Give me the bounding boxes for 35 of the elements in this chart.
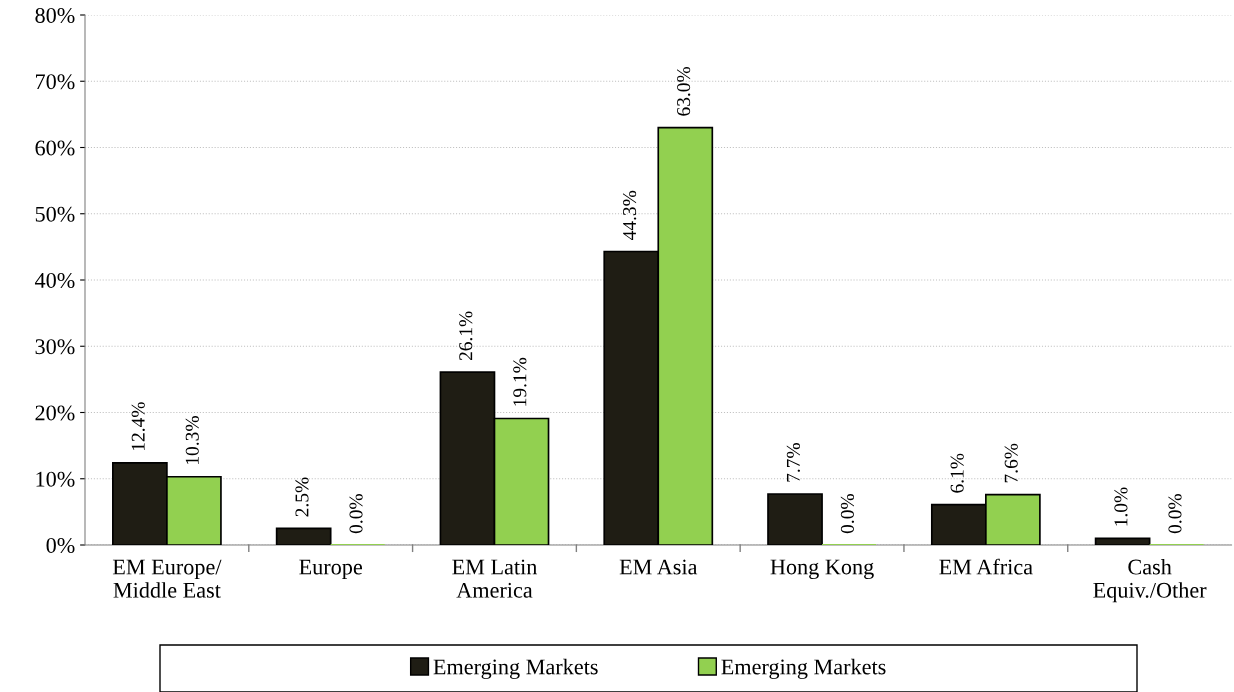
x-tick-label: Cash Equiv./Other	[1093, 558, 1207, 603]
bar	[275, 527, 332, 545]
y-tick-label: 70%	[36, 74, 75, 90]
x-tick-label: EM Asia	[619, 559, 698, 575]
data-label: 26.1%	[459, 311, 473, 361]
legend-label: Emerging Markets	[433, 658, 598, 680]
data-label: 12.4%	[131, 402, 145, 451]
x-tick-label: EM Latin America	[452, 559, 538, 598]
data-label: 44.3%	[622, 190, 637, 241]
data-label: 0.0%	[840, 494, 855, 534]
data-label: 0.0%	[1168, 494, 1182, 534]
y-tick-label: 50%	[35, 206, 75, 222]
x-tick-label: EM Europe/ Middle East	[112, 559, 222, 598]
legend-label: Emerging Markets	[721, 658, 886, 680]
y-tick-label: 40%	[34, 272, 75, 288]
x-tick-label: EM Africa	[939, 558, 1033, 575]
data-label: 19.1%	[513, 357, 527, 406]
y-tick-label: 30%	[35, 339, 75, 355]
y-tick-label: 60%	[35, 140, 75, 156]
data-label: 1.0%	[1114, 487, 1128, 526]
y-tick-label: 20%	[35, 405, 75, 421]
data-label: 10.3%	[185, 416, 199, 464]
data-label: 7.6%	[1004, 443, 1018, 483]
y-tick-label: 80%	[35, 7, 75, 23]
data-label: 6.1%	[950, 453, 964, 493]
x-tick-label: Hong Kong	[770, 559, 874, 580]
data-label: 2.5%	[295, 477, 309, 517]
bar	[1094, 537, 1151, 545]
data-label: 7.7%	[786, 443, 800, 482]
x-tick-label: Europe	[299, 559, 362, 580]
data-label: 63.0%	[677, 66, 691, 116]
data-label: 0.0%	[349, 494, 363, 534]
bar	[767, 493, 823, 545]
y-tick-label: 10%	[36, 471, 75, 487]
y-tick-label: 0%	[46, 537, 75, 553]
